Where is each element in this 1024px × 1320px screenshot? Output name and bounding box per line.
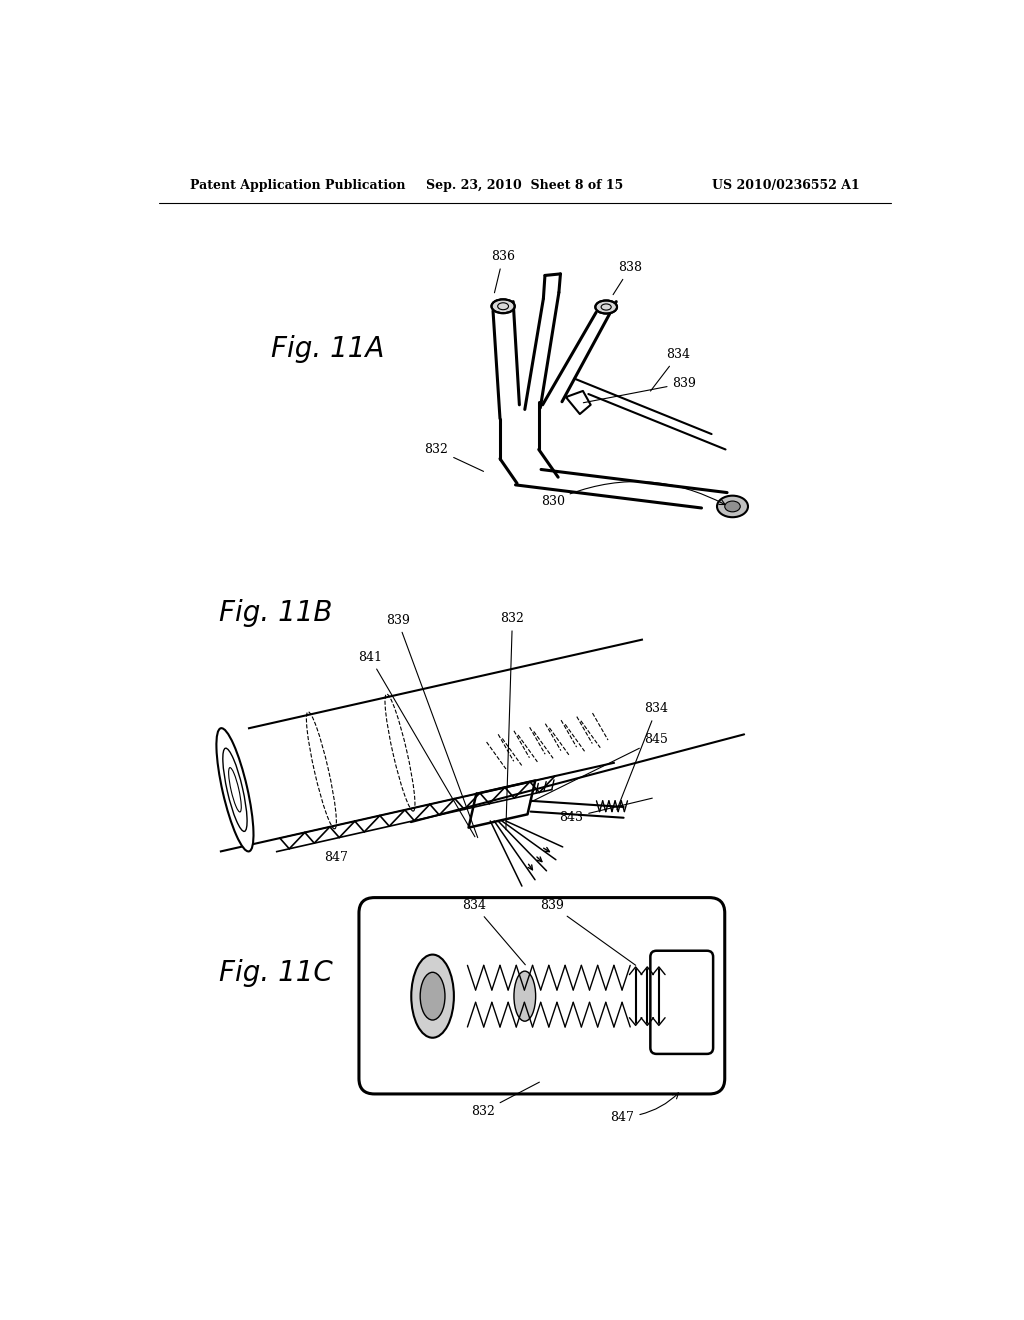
Text: 834: 834 <box>463 899 525 965</box>
Text: 839: 839 <box>540 899 636 965</box>
Text: 845: 845 <box>530 733 669 803</box>
Ellipse shape <box>412 954 454 1038</box>
Text: 839: 839 <box>584 376 696 403</box>
Text: Patent Application Publication: Patent Application Publication <box>190 178 406 191</box>
Text: 832: 832 <box>471 1082 540 1118</box>
Text: 832: 832 <box>425 444 483 471</box>
Text: US 2010/0236552 A1: US 2010/0236552 A1 <box>712 178 859 191</box>
Text: Fig. 11A: Fig. 11A <box>271 335 385 363</box>
Text: 836: 836 <box>492 251 515 293</box>
FancyBboxPatch shape <box>359 898 725 1094</box>
Ellipse shape <box>420 973 445 1020</box>
Text: 834: 834 <box>616 702 669 809</box>
Text: 838: 838 <box>613 261 642 294</box>
Text: 847: 847 <box>324 851 347 865</box>
Ellipse shape <box>492 300 515 313</box>
Text: 843: 843 <box>559 799 652 824</box>
Ellipse shape <box>216 729 254 851</box>
Text: 841: 841 <box>357 651 475 837</box>
Text: 847: 847 <box>610 1093 679 1123</box>
Ellipse shape <box>595 301 617 314</box>
Text: Sep. 23, 2010  Sheet 8 of 15: Sep. 23, 2010 Sheet 8 of 15 <box>426 178 624 191</box>
Text: 839: 839 <box>386 614 478 838</box>
Text: 832: 832 <box>501 612 524 830</box>
Ellipse shape <box>725 502 740 512</box>
Text: Fig. 11C: Fig. 11C <box>219 960 333 987</box>
Text: Fig. 11B: Fig. 11B <box>219 599 333 627</box>
Text: 830: 830 <box>541 482 725 508</box>
Ellipse shape <box>717 496 748 517</box>
Text: 834: 834 <box>650 348 690 391</box>
Ellipse shape <box>514 972 536 1022</box>
